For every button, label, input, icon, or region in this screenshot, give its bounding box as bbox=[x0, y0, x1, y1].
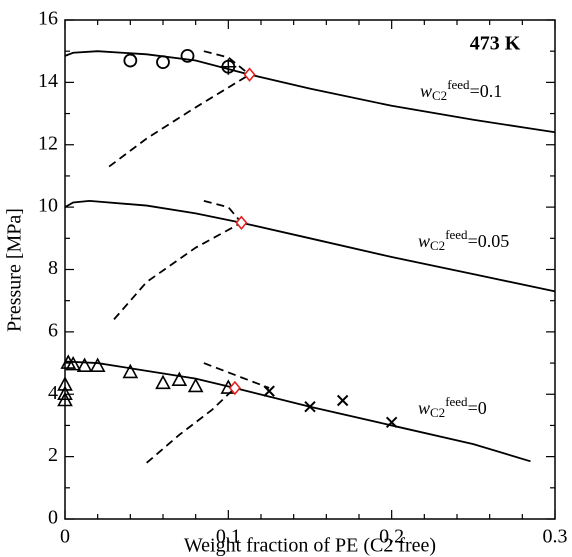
y-axis-label: Pressure [MPa] bbox=[4, 208, 26, 332]
circle-cross-marker bbox=[220, 58, 237, 75]
cross-stroke bbox=[304, 401, 316, 413]
feed-sub: C2 bbox=[432, 88, 447, 103]
x-axis-label: Weight fraction of PE (C2 free) bbox=[184, 535, 436, 557]
feed-label: wC2feed=0.1 bbox=[420, 77, 502, 103]
temperature-label: 473 K bbox=[470, 33, 521, 55]
diamond-shape bbox=[243, 67, 256, 82]
feed-label: wC2feed=0 bbox=[418, 394, 487, 420]
circle-marker-shape bbox=[156, 55, 170, 70]
dashed-curve bbox=[146, 387, 236, 464]
feed-var: w bbox=[420, 81, 432, 101]
diamond-shape bbox=[228, 380, 241, 396]
triangle-shape bbox=[89, 357, 106, 372]
y-tick-label: 4 bbox=[48, 382, 58, 404]
diamond-marker bbox=[235, 215, 248, 230]
triangle-shape bbox=[65, 355, 82, 371]
triangle-marker bbox=[57, 385, 73, 401]
triangle-marker bbox=[155, 374, 171, 390]
feed-var: w bbox=[418, 231, 430, 251]
diamond-shape bbox=[235, 215, 248, 230]
cross-stroke bbox=[263, 385, 275, 397]
y-tick-label: 10 bbox=[38, 195, 58, 217]
cross-stroke bbox=[336, 394, 349, 407]
triangle-shape bbox=[187, 377, 204, 393]
x-tick-label: 0.1 bbox=[216, 526, 241, 548]
feed-sub: C2 bbox=[430, 238, 445, 253]
feed-var: w bbox=[418, 398, 430, 418]
cross-stroke bbox=[385, 416, 398, 429]
cross-marker bbox=[304, 401, 316, 413]
y-tick-label: 12 bbox=[38, 132, 58, 154]
triangle-marker bbox=[76, 357, 93, 372]
triangle-marker bbox=[65, 355, 82, 371]
y-tick-label: 0 bbox=[48, 507, 58, 529]
triangle-shape bbox=[76, 357, 93, 372]
x-tick-label: 0.3 bbox=[543, 526, 568, 548]
triangle-shape bbox=[57, 376, 73, 391]
dashed-curve bbox=[108, 73, 251, 168]
feed-value: =0 bbox=[468, 398, 487, 418]
triangle-marker bbox=[122, 363, 139, 379]
y-tick-label: 6 bbox=[48, 319, 58, 341]
triangle-shape bbox=[171, 371, 188, 387]
y-tick-label: 8 bbox=[48, 257, 58, 279]
diamond-marker bbox=[243, 67, 256, 82]
feed-sub: C2 bbox=[430, 405, 445, 420]
triangle-marker bbox=[187, 377, 204, 393]
triangle-shape bbox=[57, 385, 73, 401]
feed-value: =0.1 bbox=[470, 81, 503, 101]
circle-marker bbox=[123, 53, 138, 68]
feed-sup: feed bbox=[445, 227, 468, 242]
cross-marker bbox=[263, 385, 275, 397]
circle-marker-shape bbox=[180, 48, 195, 63]
dashed-curve bbox=[203, 362, 270, 389]
x-tick-label: 0 bbox=[60, 526, 70, 548]
feed-sup: feed bbox=[445, 394, 468, 409]
solid-curve bbox=[64, 360, 531, 463]
triangle-marker bbox=[57, 376, 73, 391]
dashed-curve bbox=[203, 50, 251, 76]
circle-marker bbox=[180, 48, 195, 63]
cross-marker bbox=[385, 416, 398, 429]
feed-sup: feed bbox=[447, 77, 470, 92]
feed-label: wC2feed=0.05 bbox=[418, 227, 509, 253]
y-tick-label: 16 bbox=[38, 8, 58, 30]
circle-marker-shape bbox=[123, 53, 138, 68]
y-tick-label: 14 bbox=[38, 70, 58, 92]
cross-marker bbox=[336, 394, 349, 407]
feed-value: =0.05 bbox=[468, 231, 510, 251]
diamond-marker bbox=[228, 380, 241, 396]
dashed-curve bbox=[113, 221, 242, 320]
y-tick-label: 2 bbox=[48, 444, 58, 466]
triangle-shape bbox=[122, 363, 139, 379]
circle-marker bbox=[156, 55, 170, 70]
triangle-marker bbox=[89, 357, 106, 372]
triangle-marker bbox=[171, 371, 188, 387]
solid-curve bbox=[64, 199, 556, 293]
x-tick-label: 0.2 bbox=[379, 526, 404, 548]
triangle-shape bbox=[155, 374, 171, 390]
